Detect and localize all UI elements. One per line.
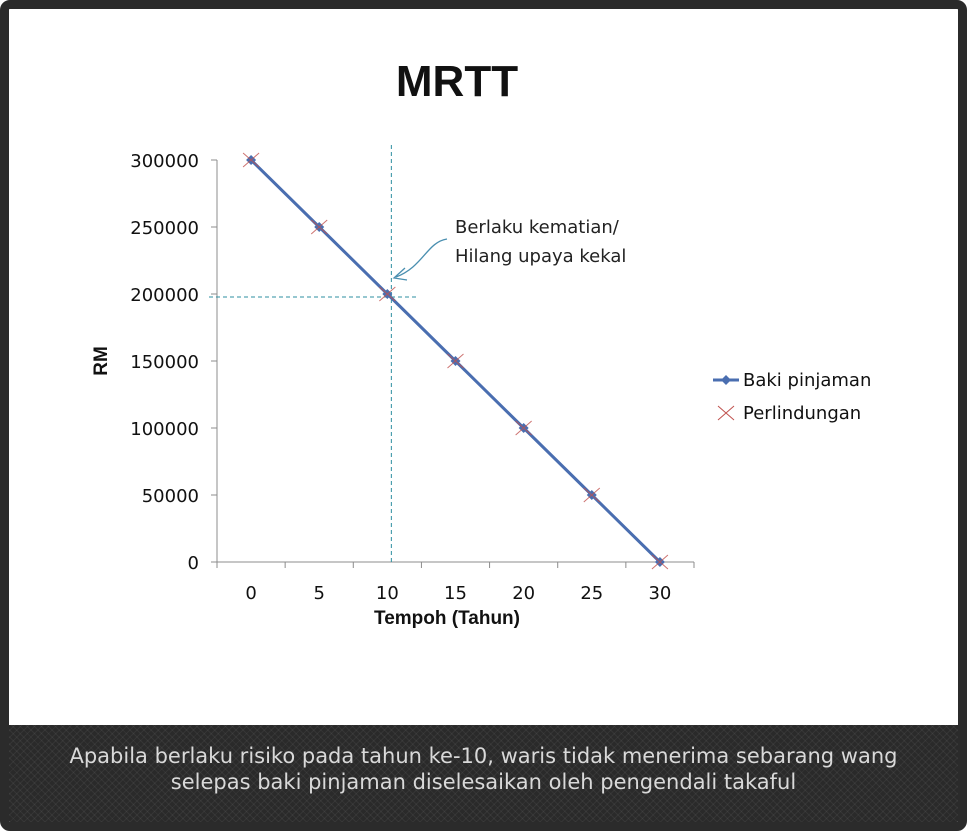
y-tick-label: 150000 bbox=[130, 352, 199, 373]
legend-label: Baki pinjaman bbox=[743, 370, 871, 391]
data-point-perlindungan bbox=[651, 554, 669, 570]
annotation: Berlaku kematian/ Hilang upaya kekal bbox=[392, 217, 626, 281]
annotation-line-2: Hilang upaya kekal bbox=[455, 246, 626, 267]
data-point-perlindungan bbox=[583, 487, 601, 503]
x-axis-label: Tempoh (Tahun) bbox=[374, 608, 520, 629]
y-tick-label: 100000 bbox=[130, 419, 199, 440]
x-tick-label: 5 bbox=[313, 583, 324, 604]
caption-line-1: Apabila berlaku risiko pada tahun ke-10,… bbox=[69, 744, 898, 768]
x-tick-label: 0 bbox=[245, 583, 256, 604]
y-tick-label: 250000 bbox=[130, 218, 199, 239]
x-tick-label: 20 bbox=[512, 583, 535, 604]
legend: Baki pinjaman Perlindungan bbox=[713, 370, 871, 424]
x-tick-label: 10 bbox=[376, 583, 399, 604]
annotation-line-1: Berlaku kematian/ bbox=[455, 217, 620, 238]
x-tick-label: 25 bbox=[580, 583, 603, 604]
legend-swatch-marker bbox=[717, 405, 735, 421]
legend-label: Perlindungan bbox=[743, 403, 861, 424]
data-point-perlindungan bbox=[379, 286, 396, 302]
data-point-perlindungan bbox=[515, 420, 532, 436]
caption-bar: Apabila berlaku risiko pada tahun ke-10,… bbox=[9, 725, 958, 822]
annotation-arrow-head bbox=[392, 267, 408, 281]
chart-area: MRTT RM Tempoh (Tahun) 0 50000 100000 15000… bbox=[9, 9, 958, 725]
chart-title: MRTT bbox=[396, 57, 518, 106]
legend-swatch-marker bbox=[721, 375, 731, 385]
y-tick-label: 300000 bbox=[130, 151, 199, 172]
y-tick-label: 50000 bbox=[142, 486, 199, 507]
y-tick-label: 0 bbox=[188, 553, 199, 574]
data-point-perlindungan bbox=[242, 152, 260, 168]
y-tick-label: 200000 bbox=[130, 285, 199, 306]
caption-line-2: selepas baki pinjaman diselesaikan oleh … bbox=[170, 770, 797, 794]
y-axis-label: RM bbox=[91, 346, 112, 376]
chart-svg: MRTT RM Tempoh (Tahun) 0 50000 100000 15000… bbox=[91, 57, 871, 629]
annotation-arrow bbox=[395, 238, 448, 278]
data-point-perlindungan bbox=[447, 353, 464, 369]
plot-layer: 0 50000 100000 150000 200000 250000 300000 0 5 10… bbox=[130, 145, 695, 604]
x-tick-label: 15 bbox=[444, 583, 467, 604]
data-point-perlindungan bbox=[310, 219, 328, 235]
x-tick-label: 30 bbox=[648, 583, 671, 604]
